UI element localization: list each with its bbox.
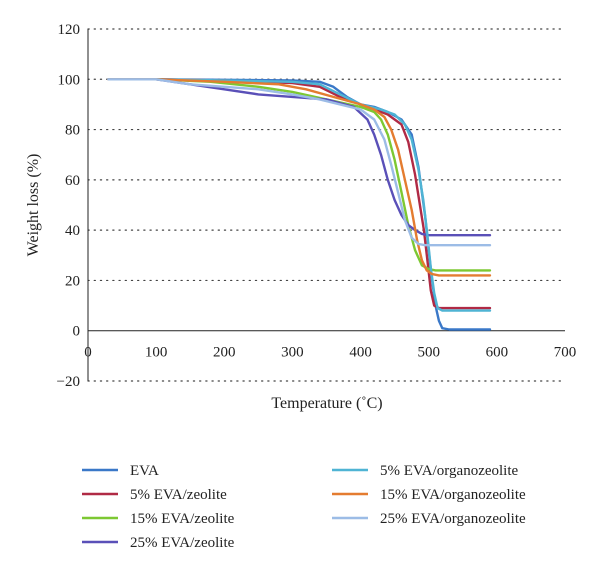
x-tick-label: 0 [84, 345, 92, 361]
gridlines [87, 28, 566, 382]
y-tick-label: 20 [65, 273, 80, 289]
series-line [107, 78, 492, 331]
legend-label: 5% EVA/zeolite [130, 487, 227, 503]
x-tick-label: 400 [349, 345, 372, 361]
series-line [107, 78, 492, 237]
legend-label: 15% EVA/zeolite [130, 511, 235, 527]
x-tick-label: 500 [417, 345, 440, 361]
y-tick-label: 120 [58, 22, 81, 38]
y-tick-label: 60 [65, 173, 80, 189]
legend: EVA 5% EVA/zeolite 15% EVA/zeolite 25% EVA/… [82, 463, 526, 551]
x-axis-title: Temperature (˚C) [271, 395, 382, 412]
legend-label: 15% EVA/organozeolite [380, 487, 526, 503]
x-tick-label: 300 [281, 345, 304, 361]
y-tick-label: 0 [73, 324, 81, 340]
series-line [107, 78, 492, 310]
y-tick-label: 40 [65, 223, 80, 239]
x-tick-label: 700 [554, 345, 577, 361]
x-tick-label: 600 [486, 345, 509, 361]
legend-label: 5% EVA/organozeolite [380, 463, 519, 479]
data-series [107, 78, 492, 331]
y-tick-label: 80 [65, 123, 80, 139]
series-line [107, 78, 492, 247]
series-line [107, 78, 492, 312]
legend-label: 25% EVA/organozeolite [380, 511, 526, 527]
series-line [107, 78, 492, 277]
y-tick-label: 100 [58, 72, 81, 88]
legend-label: EVA [130, 463, 159, 479]
x-tick-label: 200 [213, 345, 236, 361]
legend-label: 25% EVA/zeolite [130, 535, 235, 551]
y-tick-label: −20 [57, 374, 80, 390]
series-line [107, 78, 492, 272]
x-tick-label: 100 [145, 345, 168, 361]
y-axis-title: Weight loss (%) [25, 154, 42, 257]
